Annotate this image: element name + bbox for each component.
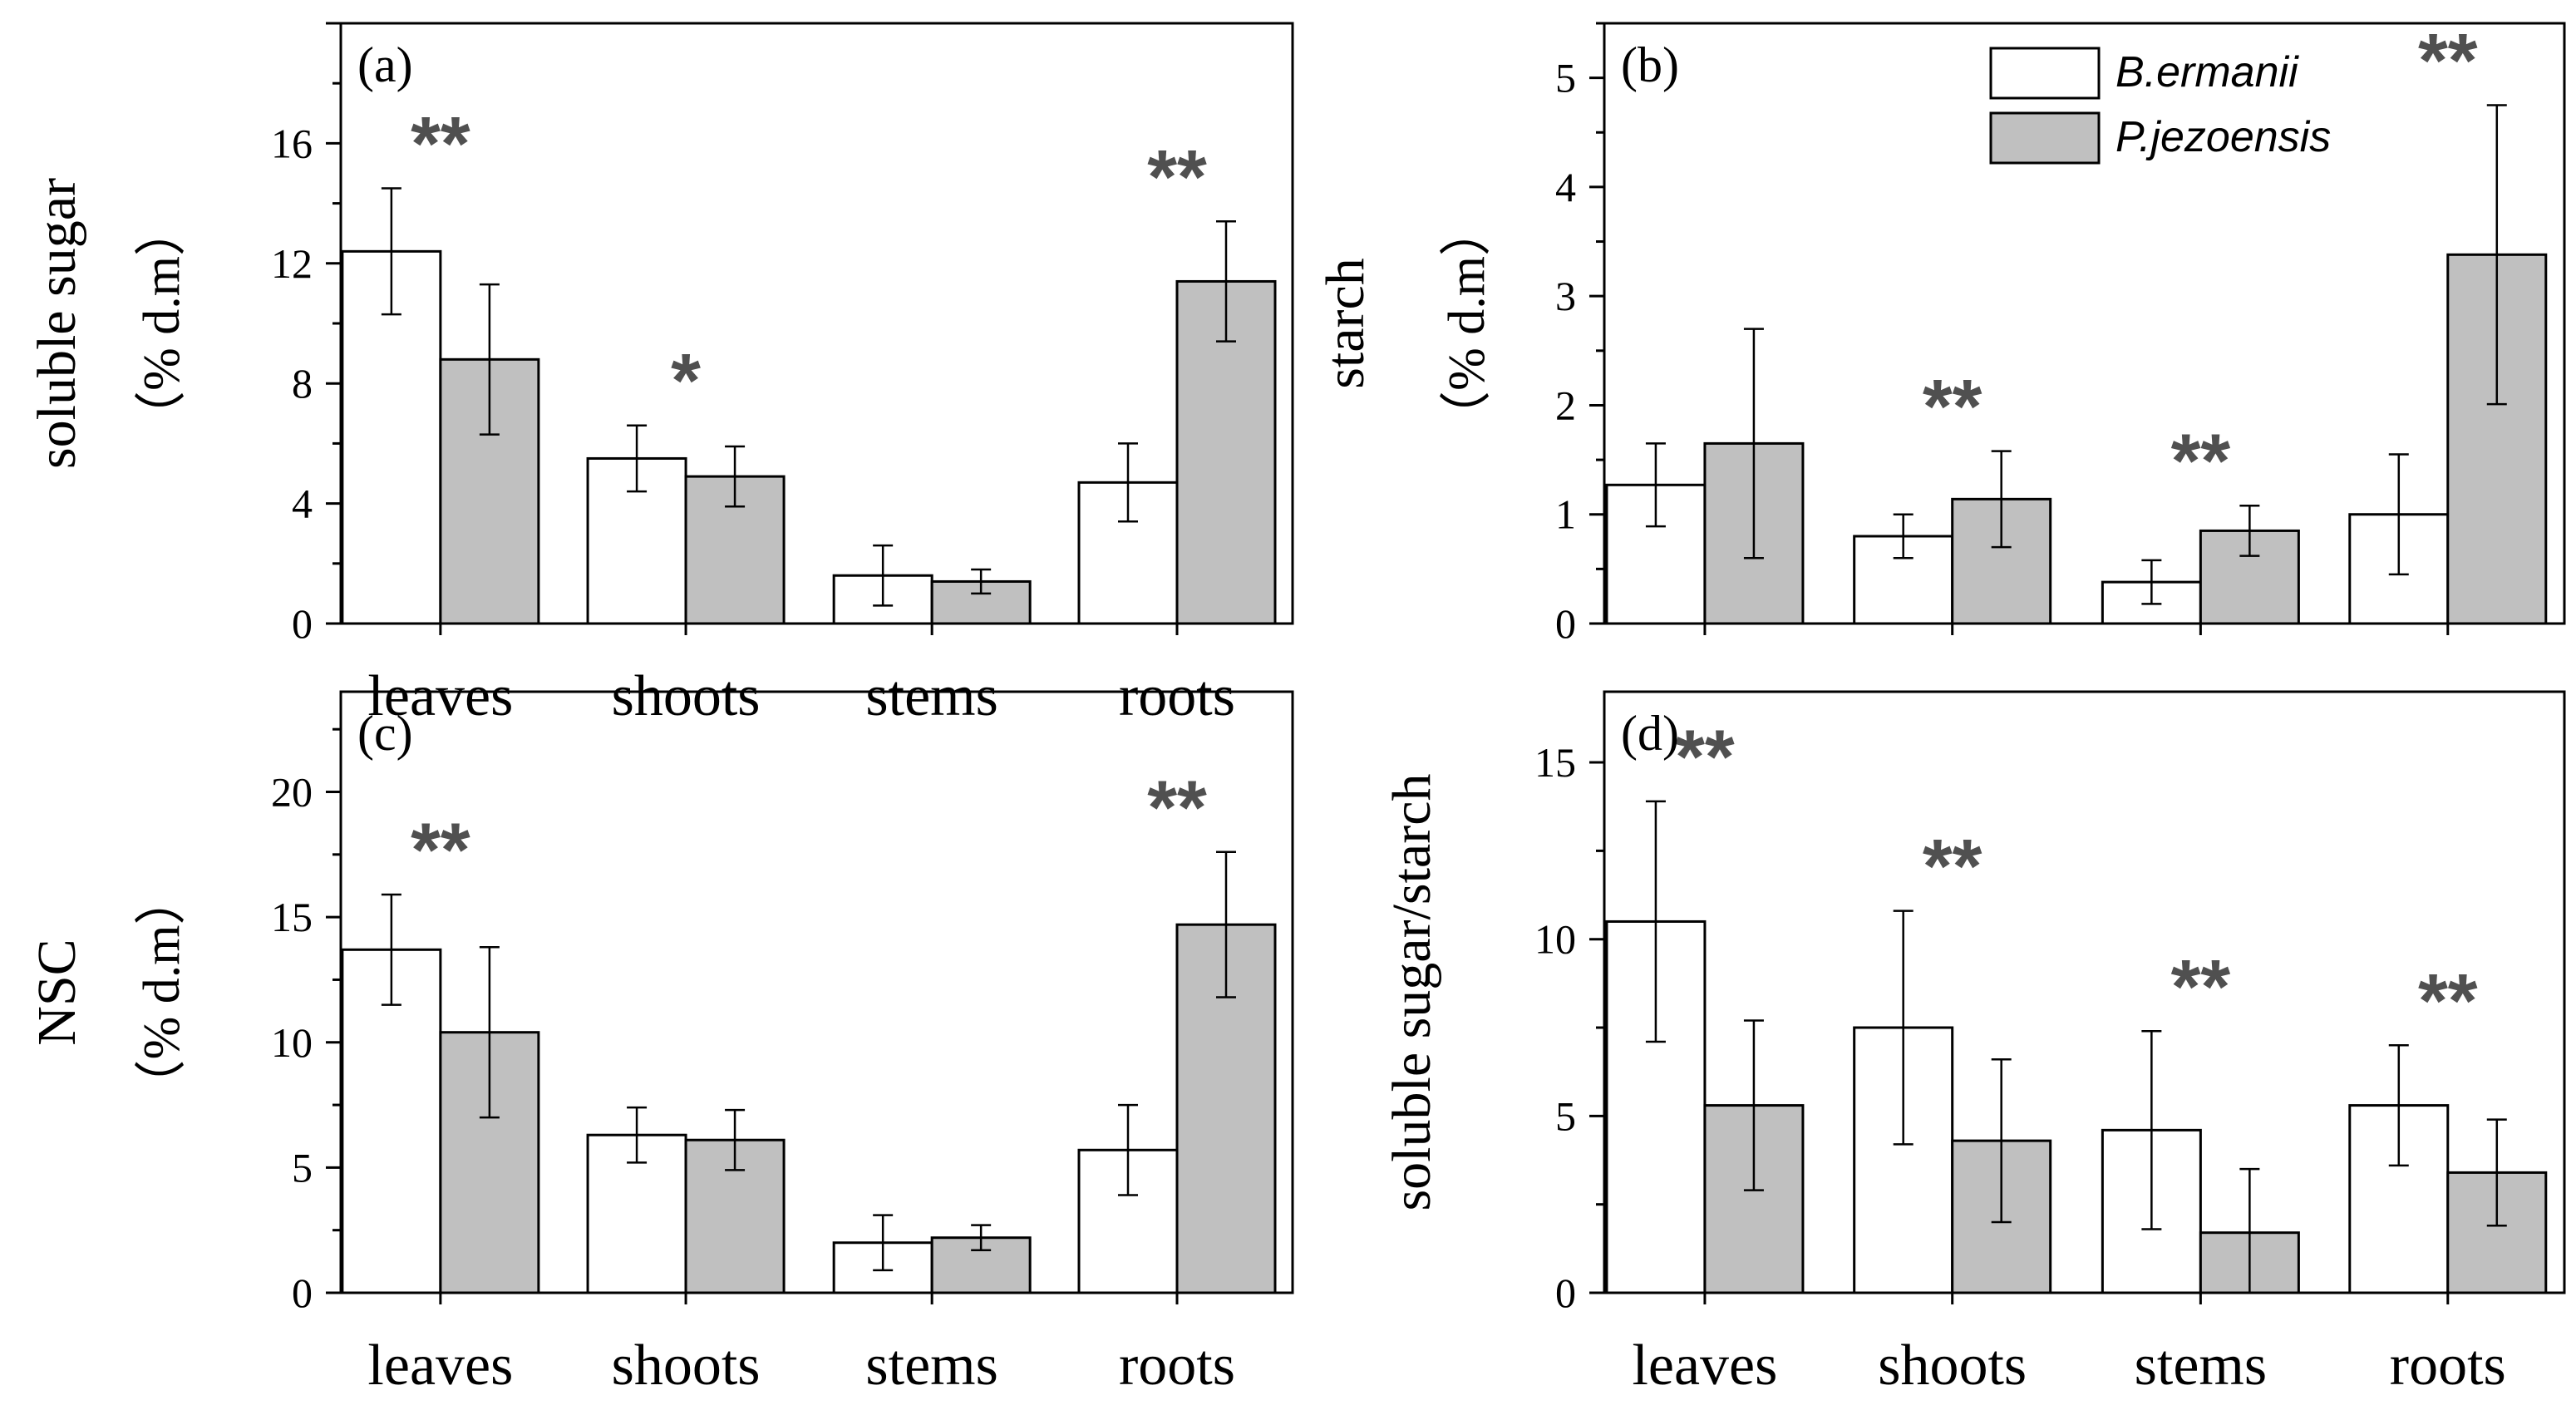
error-bar-leaves-b-ermanii — [381, 187, 401, 316]
significance-label-roots: ** — [2418, 18, 2478, 103]
y-tick-label: 0 — [1555, 1270, 1576, 1316]
y-axis-unit: （% d.m） — [1439, 205, 1495, 442]
significance-label-shoots: ** — [1923, 825, 1982, 910]
significance-label-shoots: * — [671, 339, 701, 424]
significance-label-leaves: ** — [411, 102, 470, 187]
y-tick-label: 1 — [1555, 491, 1576, 538]
y-tick-label: 4 — [292, 481, 313, 527]
y-tick-label: 16 — [271, 120, 313, 166]
significance-label-roots: ** — [2418, 959, 2478, 1043]
significance-label-leaves: ** — [411, 808, 470, 893]
panel-label: (c) — [357, 706, 413, 761]
panel-b: ** ** ** 0 1 2 3 4 5 (b) starch （% d.m） B.ermanii P.j… — [1315, 18, 2566, 647]
error-bar-leaves-b-ermanii — [1645, 800, 1666, 1043]
y-tick-label: 3 — [1555, 273, 1576, 319]
error-bar-leaves-p-jezoensis — [479, 283, 500, 436]
x-tick-label-leaves: leaves — [367, 1334, 513, 1398]
legend-label-p-jezoensis: P.jezoensis — [2115, 113, 2331, 161]
y-tick-label: 0 — [292, 600, 313, 647]
error-bar-shoots-p-jezoensis — [725, 445, 746, 508]
legend-label-b-ermanii: B.ermanii — [2115, 48, 2299, 96]
error-bar-shoots-b-ermanii — [1893, 910, 1914, 1146]
y-axis-label: soluble sugar — [27, 178, 87, 469]
panel-label: (b) — [1621, 37, 1679, 92]
significance-label-shoots: ** — [1923, 365, 1982, 450]
y-axis-unit: （% d.m） — [134, 205, 190, 442]
y-tick-label: 8 — [292, 360, 313, 407]
error-bar-stems-b-ermanii — [873, 1214, 894, 1272]
x-tick-label-stems: stems — [865, 1334, 997, 1398]
y-tick-label: 2 — [1555, 382, 1576, 428]
error-bar-stems-p-jezoensis — [2239, 504, 2260, 557]
error-bar-leaves-p-jezoensis — [479, 946, 500, 1119]
y-axis-label: soluble sugar/starch — [1382, 773, 1442, 1210]
x-tick-label-roots: roots — [1119, 1334, 1235, 1398]
y-axis-label: starch — [1315, 258, 1376, 389]
error-bar-roots-b-ermanii — [2388, 453, 2409, 576]
x-tick-label-stems: stems — [2135, 1334, 2267, 1398]
error-bar-roots-b-ermanii — [2388, 1044, 2409, 1167]
y-tick-label: 0 — [1555, 600, 1576, 647]
significance-label-roots: ** — [1147, 766, 1207, 850]
x-tick-label-roots: roots — [1119, 664, 1235, 728]
error-bar-shoots-p-jezoensis — [1991, 1058, 2012, 1224]
error-bar-shoots-b-ermanii — [1893, 513, 1914, 560]
error-bar-shoots-b-ermanii — [627, 424, 648, 493]
x-tick-label-stems: stems — [865, 664, 997, 728]
legend: B.ermanii P.jezoensis — [1989, 47, 2331, 165]
significance-label-stems: ** — [2171, 944, 2231, 1029]
error-bar-roots-p-jezoensis — [2486, 104, 2507, 406]
error-bar-roots-b-ermanii — [1117, 1103, 1138, 1196]
error-bar-stems-b-ermanii — [2141, 559, 2162, 605]
y-tick-label: 5 — [1555, 1092, 1576, 1139]
error-bar-leaves-b-ermanii — [381, 893, 401, 1006]
significance-label-stems: ** — [2171, 419, 2231, 504]
y-tick-label: 5 — [1555, 55, 1576, 101]
error-bar-roots-b-ermanii — [1117, 442, 1138, 523]
x-tick-label-shoots: shoots — [612, 1334, 761, 1398]
plot-frame — [1603, 22, 2566, 625]
error-bar-roots-p-jezoensis — [1215, 220, 1236, 343]
x-tick-label-shoots: shoots — [612, 664, 761, 728]
y-axis-label: NSC — [27, 939, 87, 1045]
error-bar-stems-b-ermanii — [873, 544, 894, 607]
x-tick-label-shoots: shoots — [1878, 1334, 2027, 1398]
y-tick-label: 12 — [271, 240, 313, 287]
y-axis-unit: （% d.m） — [134, 874, 190, 1112]
legend-swatch-b-ermanii — [1989, 47, 2101, 100]
error-bar-leaves-p-jezoensis — [1743, 1019, 1764, 1191]
panel-c: ** ** 0 5 10 15 20 leaves shoots stems roots (c) NSC… — [27, 690, 1294, 1398]
error-bar-stems-b-ermanii — [2141, 1030, 2162, 1230]
error-bar-shoots-b-ermanii — [627, 1106, 648, 1164]
panel-d: ** ** ** ** 0 5 10 15 leaves shoots stems roots (d) s… — [1382, 690, 2566, 1398]
error-bar-stems-p-jezoensis — [971, 568, 992, 595]
error-bar-shoots-p-jezoensis — [725, 1108, 746, 1171]
error-bar-roots-p-jezoensis — [1215, 850, 1236, 998]
x-tick-label-leaves: leaves — [1632, 1334, 1777, 1398]
x-tick-label-leaves: leaves — [367, 664, 513, 728]
x-tick-label-roots: roots — [2390, 1334, 2506, 1398]
plot-frame — [339, 690, 1294, 1294]
y-tick-label: 15 — [271, 894, 313, 940]
error-bar-roots-p-jezoensis — [2486, 1118, 2507, 1227]
y-tick-label: 5 — [292, 1144, 313, 1191]
error-bar-shoots-p-jezoensis — [1991, 450, 2012, 549]
y-tick-label: 4 — [1555, 164, 1576, 210]
y-tick-label: 10 — [1534, 916, 1576, 963]
error-bar-stems-p-jezoensis — [971, 1224, 992, 1252]
y-tick-label: 20 — [271, 769, 313, 816]
legend-swatch-p-jezoensis — [1989, 111, 2101, 165]
y-tick-label: 0 — [292, 1270, 313, 1316]
panel-label: (a) — [357, 37, 413, 92]
significance-label-roots: ** — [1147, 135, 1207, 219]
significance-label-leaves: ** — [1675, 715, 1735, 800]
y-tick-label: 10 — [271, 1019, 313, 1066]
error-bar-leaves-p-jezoensis — [1743, 328, 1764, 560]
panel-label: (d) — [1621, 706, 1679, 761]
plot-frame — [1603, 690, 2566, 1294]
y-tick-label: 15 — [1534, 739, 1576, 786]
error-bar-leaves-b-ermanii — [1645, 442, 1666, 528]
